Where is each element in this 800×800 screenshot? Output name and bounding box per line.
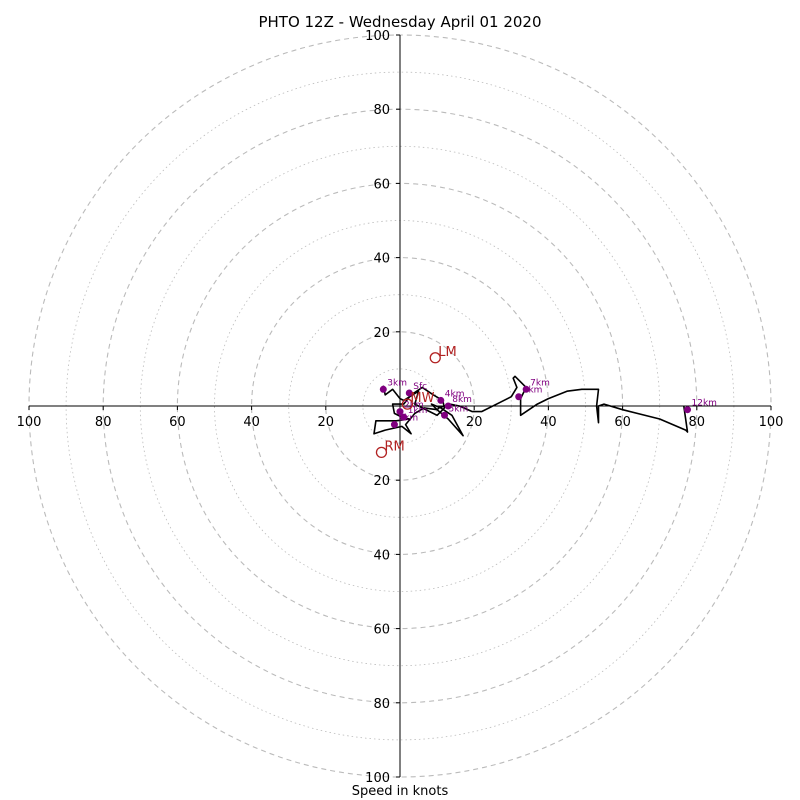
x-tick-label: 100 [17,415,42,430]
x-tick-label: 20 [466,415,483,430]
axes [29,35,771,777]
storm-motions: LM MW RM [375,345,457,459]
height-marker-label: Sfc [413,382,427,392]
y-tick-label: 80 [373,697,390,712]
x-axis-label: Speed in knots [352,784,449,799]
height-marker-dot [444,402,452,410]
x-tick-label: 80 [689,415,706,430]
x-tick-label: 100 [759,415,784,430]
height-marker-label: 6km [523,386,543,396]
height-marker-label: 2km [404,401,424,411]
y-tick-label: 60 [373,177,390,192]
height-marker-dot [400,413,408,421]
height-marker-dot [522,385,530,393]
height-marker-label: 9km [398,414,418,424]
height-marker-dot [405,389,413,397]
height-marker-dot [390,421,398,429]
y-tick-label: 40 [373,548,390,563]
height-marker-label: 7km [530,378,550,388]
height-marker-label: 12km [692,399,717,409]
storm-motion-marker [429,352,441,364]
storm-motion-label: MW [410,391,434,406]
height-marker-dot [684,406,692,414]
height-marker-label: 4km [445,389,465,399]
height-marker-dot [379,385,387,393]
height-marker-label: 8km [452,395,472,405]
height-marker-label: 3km [387,378,407,388]
height-marker-dot [396,408,404,416]
height-marker-label: 5km [449,404,469,414]
y-tick-label: 20 [373,474,390,489]
height-marker-dot [437,396,445,404]
height-marker-dot [515,393,523,401]
height-marker-label: 1km [408,406,428,416]
x-tick-label: 60 [169,415,186,430]
y-tick-label: 20 [373,326,390,341]
x-tick-label: 40 [243,415,260,430]
y-tick-label: 100 [365,29,390,44]
y-tick-label: 60 [373,623,390,638]
height-marker-dot [441,411,449,419]
x-tick-label: 60 [614,415,631,430]
storm-motion-label: RM [384,439,404,454]
storm-motion-label: LM [438,345,456,360]
storm-motion-marker [375,446,388,459]
x-tick-label: 80 [95,415,112,430]
y-tick-label: 40 [373,252,390,267]
x-tick-label: 20 [318,415,335,430]
y-tick-label: 100 [365,771,390,786]
x-tick-label: 40 [540,415,557,430]
y-tick-label: 80 [373,103,390,118]
tick-labels: 100 80 60 40 20 20 40 60 80 100 100 80 60 40 20 20 40 60 8… [17,29,784,786]
chart-title: PHTO 12Z - Wednesday April 01 2020 [258,13,541,31]
storm-motion-marker [401,398,414,410]
